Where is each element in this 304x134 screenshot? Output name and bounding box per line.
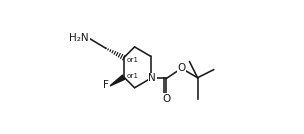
Polygon shape bbox=[110, 75, 125, 86]
Text: or1: or1 bbox=[126, 73, 139, 79]
Text: H₂N: H₂N bbox=[69, 33, 89, 43]
Text: or1: or1 bbox=[126, 57, 139, 63]
Text: N: N bbox=[148, 73, 156, 83]
Text: O: O bbox=[177, 63, 186, 73]
Text: F: F bbox=[103, 80, 109, 90]
Text: O: O bbox=[162, 94, 171, 104]
